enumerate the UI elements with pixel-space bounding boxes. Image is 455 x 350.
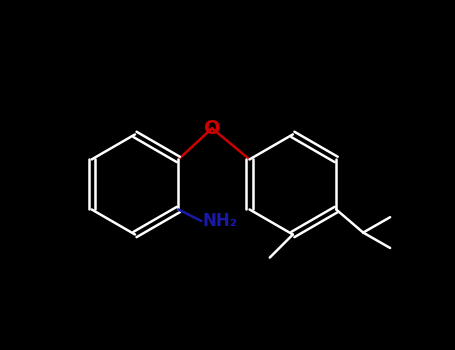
Text: O: O [204,119,220,138]
Text: NH₂: NH₂ [203,212,238,230]
